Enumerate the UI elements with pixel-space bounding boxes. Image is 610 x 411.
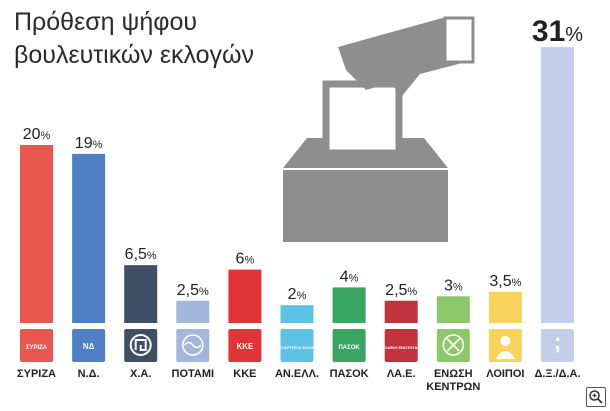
- syriza-logo: [20, 329, 53, 362]
- ballot-box-illustration: [283, 16, 475, 242]
- bar: [488, 291, 522, 323]
- anel-logo: [280, 329, 314, 362]
- category-label: Ν.Δ.: [78, 368, 100, 380]
- bar: [436, 296, 470, 323]
- nd-logo: [72, 329, 106, 362]
- category-label: Χ.Α.: [130, 368, 151, 380]
- category-label: ΛΟΙΠΟΙ: [486, 368, 524, 380]
- value-label: 20%: [23, 126, 51, 143]
- meander-ring: [129, 334, 152, 356]
- bar-group-10: 31%; Δ.Ξ./Δ.Α.: [532, 15, 583, 380]
- value-label: 2,5%: [385, 282, 417, 299]
- icon-label: ΝΔ: [83, 342, 95, 351]
- icon-label: ;: [554, 329, 561, 354]
- icon-label: ΣΥΡΙΖΑ: [26, 345, 48, 351]
- bar-group-0: 20% ΣΥΡΙΖΑ ΣΥΡΙΖΑ: [17, 126, 56, 380]
- potami-ring: [182, 334, 204, 356]
- bar: [280, 305, 314, 323]
- bar-group-5: 2% ΑΝΕΞΑΡΤΗΤΟΙ ΕΛΛΗΝΕΣ ΑΝ.ΕΛΛ.: [273, 286, 322, 380]
- bar: [332, 287, 366, 323]
- value-label: 31%: [532, 15, 583, 48]
- bar: [541, 47, 574, 323]
- zoom-button[interactable]: [586, 387, 606, 407]
- bar-group-3: 2,5% ΠΟΤΑΜΙ: [172, 282, 215, 380]
- title-line-2: βουλευτικών εκλογών: [14, 41, 255, 69]
- icon-label: ΚΚΕ: [236, 342, 254, 351]
- category-label: ΠΟΤΑΜΙ: [172, 368, 215, 380]
- bar-group-2: 6,5% Χ.Α.: [124, 246, 158, 380]
- icon-label: ΛΑΪΚΗ ΕΝΟΤΗΤΑ: [385, 345, 418, 350]
- person-head: [500, 336, 511, 346]
- category-label: ΚΚΕ: [233, 368, 256, 380]
- semicolon-icon: [541, 329, 574, 362]
- bar-group-4: 6% ΚΚΕ ΚΚΕ: [228, 251, 262, 380]
- bar-group-1: 19% ΝΔ Ν.Δ.: [72, 135, 106, 380]
- pasok-logo: [332, 329, 366, 362]
- wave-mark: [184, 341, 202, 349]
- zoom-in-icon: [589, 390, 603, 404]
- category-label: ΠΑΣΟΚ: [330, 368, 369, 380]
- category-label: ΚΕΝΤΡΩΝ: [426, 381, 480, 393]
- value-label: 6,5%: [125, 246, 157, 263]
- value-label: 2%: [288, 286, 307, 303]
- category-label: ΛΑ.Ε.: [387, 368, 416, 380]
- bar: [124, 265, 158, 323]
- value-label: 3%: [444, 277, 463, 294]
- bar: [228, 269, 262, 323]
- value-label: 2,5%: [177, 282, 209, 299]
- cross-mark: [446, 338, 460, 352]
- bar-group-6: 4% ΠΑΣΟΚ ΠΑΣΟΚ: [330, 268, 369, 380]
- value-label: 3,5%: [489, 273, 521, 290]
- icon-label: ΑΝΕΞΑΡΤΗΤΟΙ ΕΛΛΗΝΕΣ: [273, 345, 322, 350]
- bar: [384, 300, 418, 323]
- bar: [176, 300, 210, 323]
- meander-mark: [134, 339, 147, 351]
- value-label: 4%: [340, 268, 359, 285]
- category-label: Δ.Ξ./Δ.Α.: [534, 368, 580, 380]
- person-body: [495, 351, 516, 359]
- bar-group-7: 2,5% ΛΑΪΚΗ ΕΝΟΤΗΤΑ ΛΑ.Ε.: [384, 282, 418, 380]
- icon-label: ΠΑΣΟΚ: [338, 345, 360, 351]
- value-label: 19%: [75, 135, 103, 152]
- bar: [72, 153, 106, 323]
- chart-title: Πρόθεση ψήφου βουλευτικών εκλογών: [14, 6, 314, 72]
- value-label: 6%: [236, 251, 255, 268]
- category-label: ΑΝ.ΕΛΛ.: [275, 368, 319, 380]
- bar-group-9: 3,5% ΛΟΙΠΟΙ: [486, 273, 524, 380]
- category-label: ΕΝΩΣΗ: [434, 368, 473, 380]
- kke-logo: [228, 329, 262, 362]
- category-label: ΣΥΡΙΖΑ: [17, 368, 56, 380]
- lae-logo: [384, 329, 418, 362]
- bar: [20, 145, 53, 323]
- title-line-1: Πρόθεση ψήφου: [14, 8, 198, 36]
- enosi-ring: [442, 334, 465, 356]
